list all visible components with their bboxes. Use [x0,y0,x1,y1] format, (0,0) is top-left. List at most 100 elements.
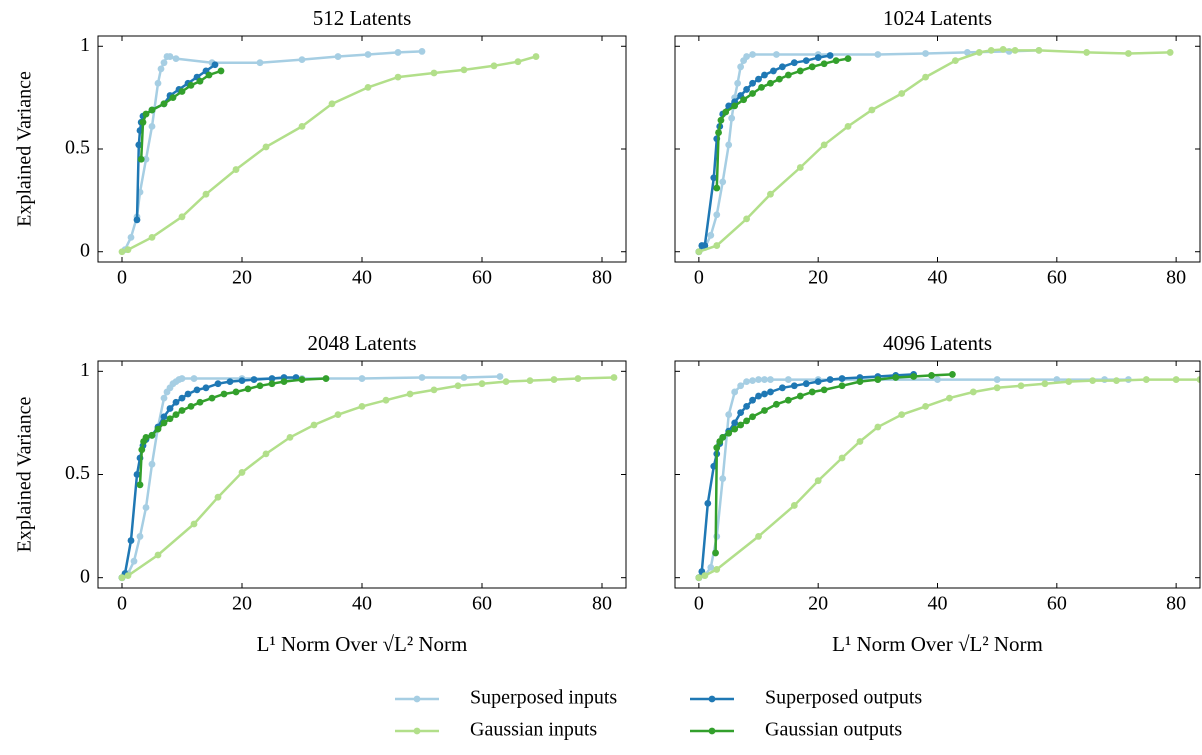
data-point [310,421,318,429]
data-point [178,213,186,221]
data-point [238,469,246,476]
data-point [172,398,180,406]
chart-title: 2048 Latents [307,331,416,355]
data-point [268,380,276,388]
data-point [737,382,745,390]
x-tick-label: 20 [808,267,828,289]
data-point [802,380,810,388]
data-point [838,375,846,382]
data-point [217,67,225,75]
series-line [121,55,537,253]
data-point [490,62,498,70]
data-point [838,382,846,390]
data-point [999,45,1007,53]
data-point [820,386,828,394]
data-point [135,141,143,149]
x-tick-label: 0 [117,267,127,289]
data-point [262,450,270,458]
data-point [532,53,540,60]
data-point [749,79,756,87]
data-point [826,52,834,59]
data-point [220,390,228,398]
data-point [717,116,725,124]
data-point [334,53,342,60]
data-point [430,386,438,394]
data-point [796,392,804,400]
plot-area [695,45,1174,256]
data-point [802,57,810,65]
data-point [250,376,258,383]
data-point [118,248,126,256]
data-point [406,390,414,398]
data-point [856,378,864,386]
data-point [172,411,180,419]
y-axis-label: Explained Variance [14,71,36,227]
data-point [1166,49,1174,56]
plot-frame [97,35,627,263]
data-point [1011,46,1019,54]
data-point [262,143,270,151]
data-point [478,380,486,388]
data-point [286,433,294,441]
data-point [814,54,822,61]
x-tick-label: 40 [352,267,372,289]
data-point [130,557,138,565]
plot-frame [674,35,1201,263]
data-point [298,56,306,64]
data-point [202,190,210,198]
data-point [280,378,288,386]
data-point [133,216,141,224]
data-point [719,178,727,186]
data-point [142,110,150,118]
data-point [157,65,165,73]
data-point [256,382,264,390]
data-point [701,242,709,249]
data-point [701,572,709,580]
data-point [844,123,852,130]
data-point [394,49,402,56]
data-point [778,63,786,71]
data-point [731,425,739,433]
data-point [740,96,748,104]
data-point [166,53,174,60]
data-point [743,417,750,425]
data-point [172,55,180,62]
data-point [136,481,144,489]
data-point [187,81,195,89]
data-point [922,50,929,57]
y-axis-label: Explained Variance [14,397,36,553]
y-tick-label: 0 [80,565,90,587]
data-point [169,94,177,102]
legend-marker [708,727,716,735]
data-point [814,378,822,386]
data-point [127,233,135,241]
data-point [707,563,715,571]
data-point [118,574,126,582]
data-point [160,100,168,108]
data-point [148,460,156,468]
plot-frame [97,360,627,589]
data-point [154,79,162,87]
data-point [761,71,768,79]
data-point [160,419,168,427]
data-point [749,51,756,58]
data-point [196,77,204,85]
x-tick-label: 0 [117,593,127,615]
x-tick-label: 40 [928,593,948,615]
data-point [993,376,1001,383]
data-point [166,405,174,412]
series-line [698,49,1039,253]
series-line [121,376,615,579]
data-point [790,502,798,509]
x-tick-label: 60 [1047,267,1067,289]
data-point [232,166,240,173]
data-point [725,411,733,419]
y-tick-label: 0.5 [65,137,90,159]
x-tick-label: 80 [592,267,612,289]
data-point [1017,382,1025,390]
data-point [770,67,777,75]
data-point [238,377,246,385]
data-point [874,423,882,431]
data-point [713,566,721,573]
data-point [160,394,168,402]
